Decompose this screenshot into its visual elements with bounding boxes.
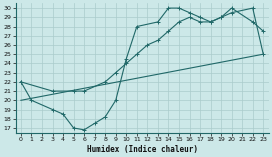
X-axis label: Humidex (Indice chaleur): Humidex (Indice chaleur) [86,145,197,154]
